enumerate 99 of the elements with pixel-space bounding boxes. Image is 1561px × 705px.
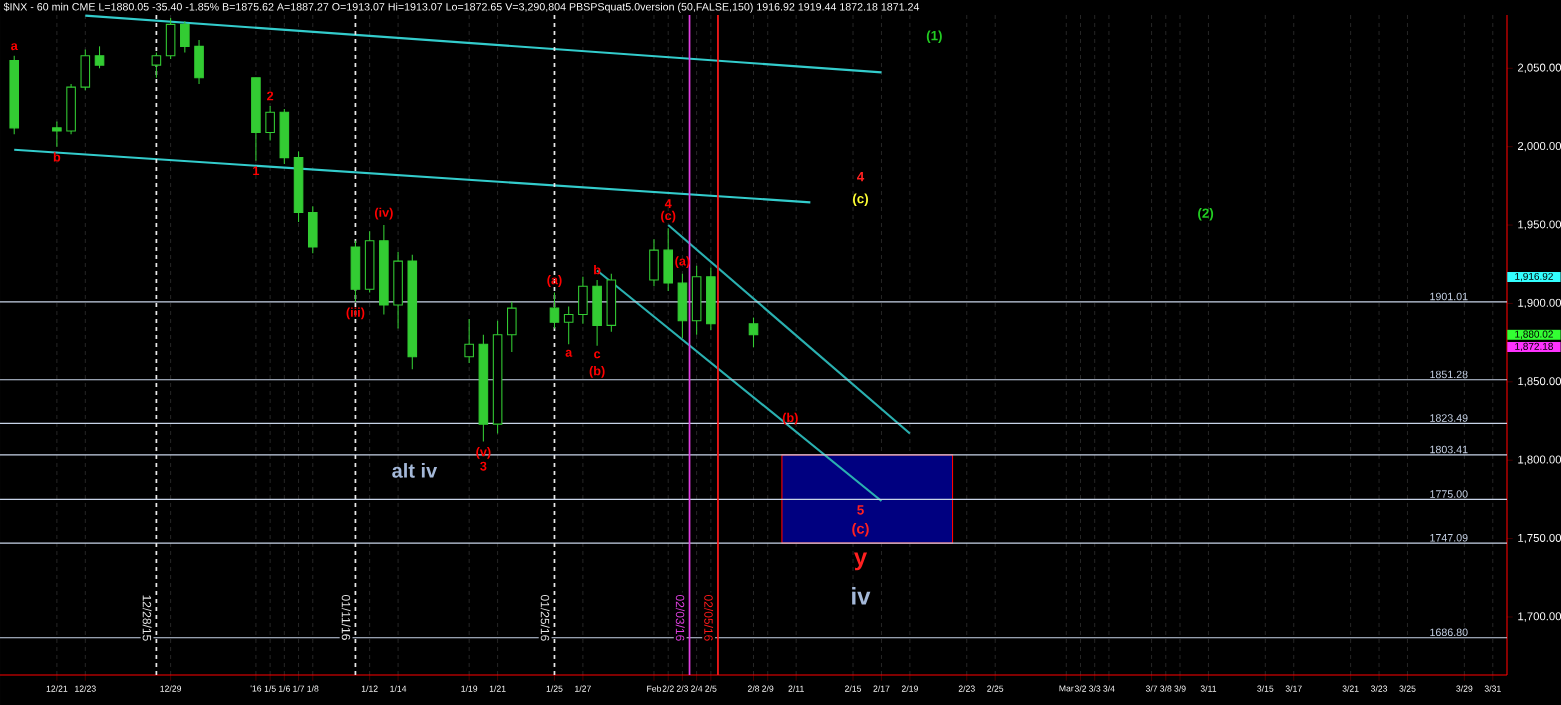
annotation: (b)	[589, 366, 605, 378]
annotation: b	[53, 152, 61, 162]
annotation: y	[854, 552, 868, 571]
y-tick-label: 1,700.00	[1518, 612, 1561, 622]
x-tick-label: 1/21	[489, 685, 506, 692]
ref-line-label: 1747.09	[1430, 534, 1468, 542]
ref-line-label: 1823.49	[1430, 414, 1468, 422]
x-tick-label: 3/7	[1145, 685, 1158, 692]
chart-title: $INX - 60 min CME L=1880.05 -35.40 -1.85% B=1875.62 A=1887.27 O=1913.07 Hi=1913.07 Lo=1872.65 V=3,290,804 PBSPSquat5.0version (50,FALSE,150) 1916.92 1919.44 1872.18 1871.24	[3, 2, 920, 13]
ref-line-label: 01/11/16	[341, 595, 351, 640]
ref-line-label: 12/28/15	[142, 595, 152, 641]
ref-line-label: 1901.01	[1430, 292, 1468, 301]
y-tick-label: 2,000.00	[1517, 142, 1561, 152]
y-tick-label: 1,800.00	[1518, 455, 1561, 465]
x-tick-label: 1/7	[293, 685, 305, 692]
annotation: alt iv	[392, 463, 438, 478]
x-tick-label: 3/31	[1484, 685, 1501, 692]
x-tick-label: 3/9	[1174, 685, 1186, 692]
candlestick	[265, 105, 275, 141]
x-tick-label: 3/11	[1200, 685, 1217, 692]
annotation: 5	[857, 505, 864, 515]
annotation: 4	[857, 172, 865, 182]
x-tick-label: 12/29	[160, 685, 182, 692]
ref-line-label: 02/03/16	[675, 595, 685, 641]
text: 1,916.92	[1515, 272, 1553, 282]
annotation: (c)	[661, 210, 676, 223]
annotation: (a)	[547, 275, 562, 287]
x-tick-label: 2/4	[691, 685, 703, 692]
x-tick-label: 2/9	[762, 685, 774, 692]
x-tick-label: 3/25	[1399, 685, 1416, 692]
x-tick-label: 1/27	[575, 685, 591, 692]
x-tick-label: 12/23	[75, 685, 96, 692]
annotation: (c)	[852, 522, 869, 537]
annotation: b	[594, 265, 601, 275]
annotation: 2	[267, 91, 274, 101]
x-tick-label: 3/2	[1074, 685, 1087, 692]
annotation: a	[565, 349, 573, 357]
x-tick-label: Feb	[647, 685, 662, 692]
x-tick-label: 2/11	[788, 685, 804, 692]
candlestick	[151, 52, 162, 79]
x-tick-label: 3/15	[1257, 685, 1274, 692]
x-tick-label: Mar	[1059, 685, 1074, 692]
x-tick-label: 2/23	[958, 685, 975, 692]
candlestick	[748, 317, 759, 348]
candlestick	[464, 318, 474, 364]
x-tick-label: 3/23	[1370, 685, 1388, 692]
annotation: 1	[253, 166, 260, 176]
x-tick-label: 2/19	[901, 685, 918, 692]
y-tick-label: 1,900.00	[1518, 298, 1561, 309]
x-tick-label: 1/14	[390, 685, 407, 692]
y-tick-label: 1,950.00	[1518, 220, 1561, 230]
x-tick-label: 3/17	[1285, 685, 1302, 692]
candlestick	[180, 20, 190, 54]
annotation: 4	[664, 199, 672, 208]
candlestick	[52, 121, 62, 148]
x-tick-label: 1/8	[307, 685, 319, 692]
annotation: (b)	[782, 412, 798, 425]
ref-line-label: 1686.80	[1430, 628, 1468, 637]
x-tick-label: 2/17	[873, 685, 890, 692]
x-tick-label: 3/3	[1089, 685, 1101, 692]
x-tick-label: 3/29	[1456, 685, 1473, 692]
annotation: 3	[480, 461, 487, 471]
x-tick-label: 12/21	[46, 685, 68, 692]
annotation: a	[11, 43, 18, 51]
text: 1,880.02	[1515, 330, 1553, 339]
text: 1,872.18	[1515, 342, 1553, 352]
x-tick-label: 2/8	[747, 685, 760, 692]
x-tick-label: 1/5	[264, 685, 276, 692]
candlestick	[563, 306, 574, 345]
y-tick-label: 1,850.00	[1518, 377, 1561, 387]
x-tick-label: 2/15	[845, 685, 862, 692]
x-tick-label: 1/19	[461, 685, 478, 692]
x-tick-label: 2/3	[676, 685, 689, 692]
x-tick-label: 2/2	[662, 685, 674, 692]
annotation: (2)	[1198, 208, 1214, 221]
ref-line-label: 1775.00	[1430, 490, 1468, 498]
x-tick-label: 3/4	[1103, 685, 1115, 692]
ref-line-label: 01/25/16	[540, 595, 550, 641]
x-tick-label: 3/8	[1160, 685, 1172, 692]
y-tick-label: 1,750.00	[1518, 533, 1561, 544]
y-tick-label: 2,050.00	[1517, 63, 1561, 73]
x-tick-label: 1/6	[278, 685, 290, 692]
ref-line-label: 1851.28	[1430, 370, 1468, 379]
x-tick-label: 2/25	[987, 685, 1004, 692]
x-tick-label: 3/21	[1342, 685, 1359, 692]
annotation: c	[594, 351, 601, 359]
x-tick-label: 1/25	[546, 685, 563, 692]
annotation: (1)	[926, 30, 942, 43]
ref-line-label: 02/05/16	[704, 595, 714, 641]
annotation: (iii)	[346, 307, 365, 320]
ref-line-label: 1803.41	[1430, 445, 1468, 454]
candlestick	[549, 291, 560, 330]
annotation: (c)	[853, 193, 868, 206]
annotation: (iv)	[374, 207, 393, 220]
x-tick-label: 2/5	[705, 685, 717, 692]
x-tick-label: 1/12	[361, 685, 378, 692]
annotation: iv	[852, 587, 871, 605]
x-tick-label: '16	[250, 685, 262, 692]
candlestick	[94, 45, 105, 69]
